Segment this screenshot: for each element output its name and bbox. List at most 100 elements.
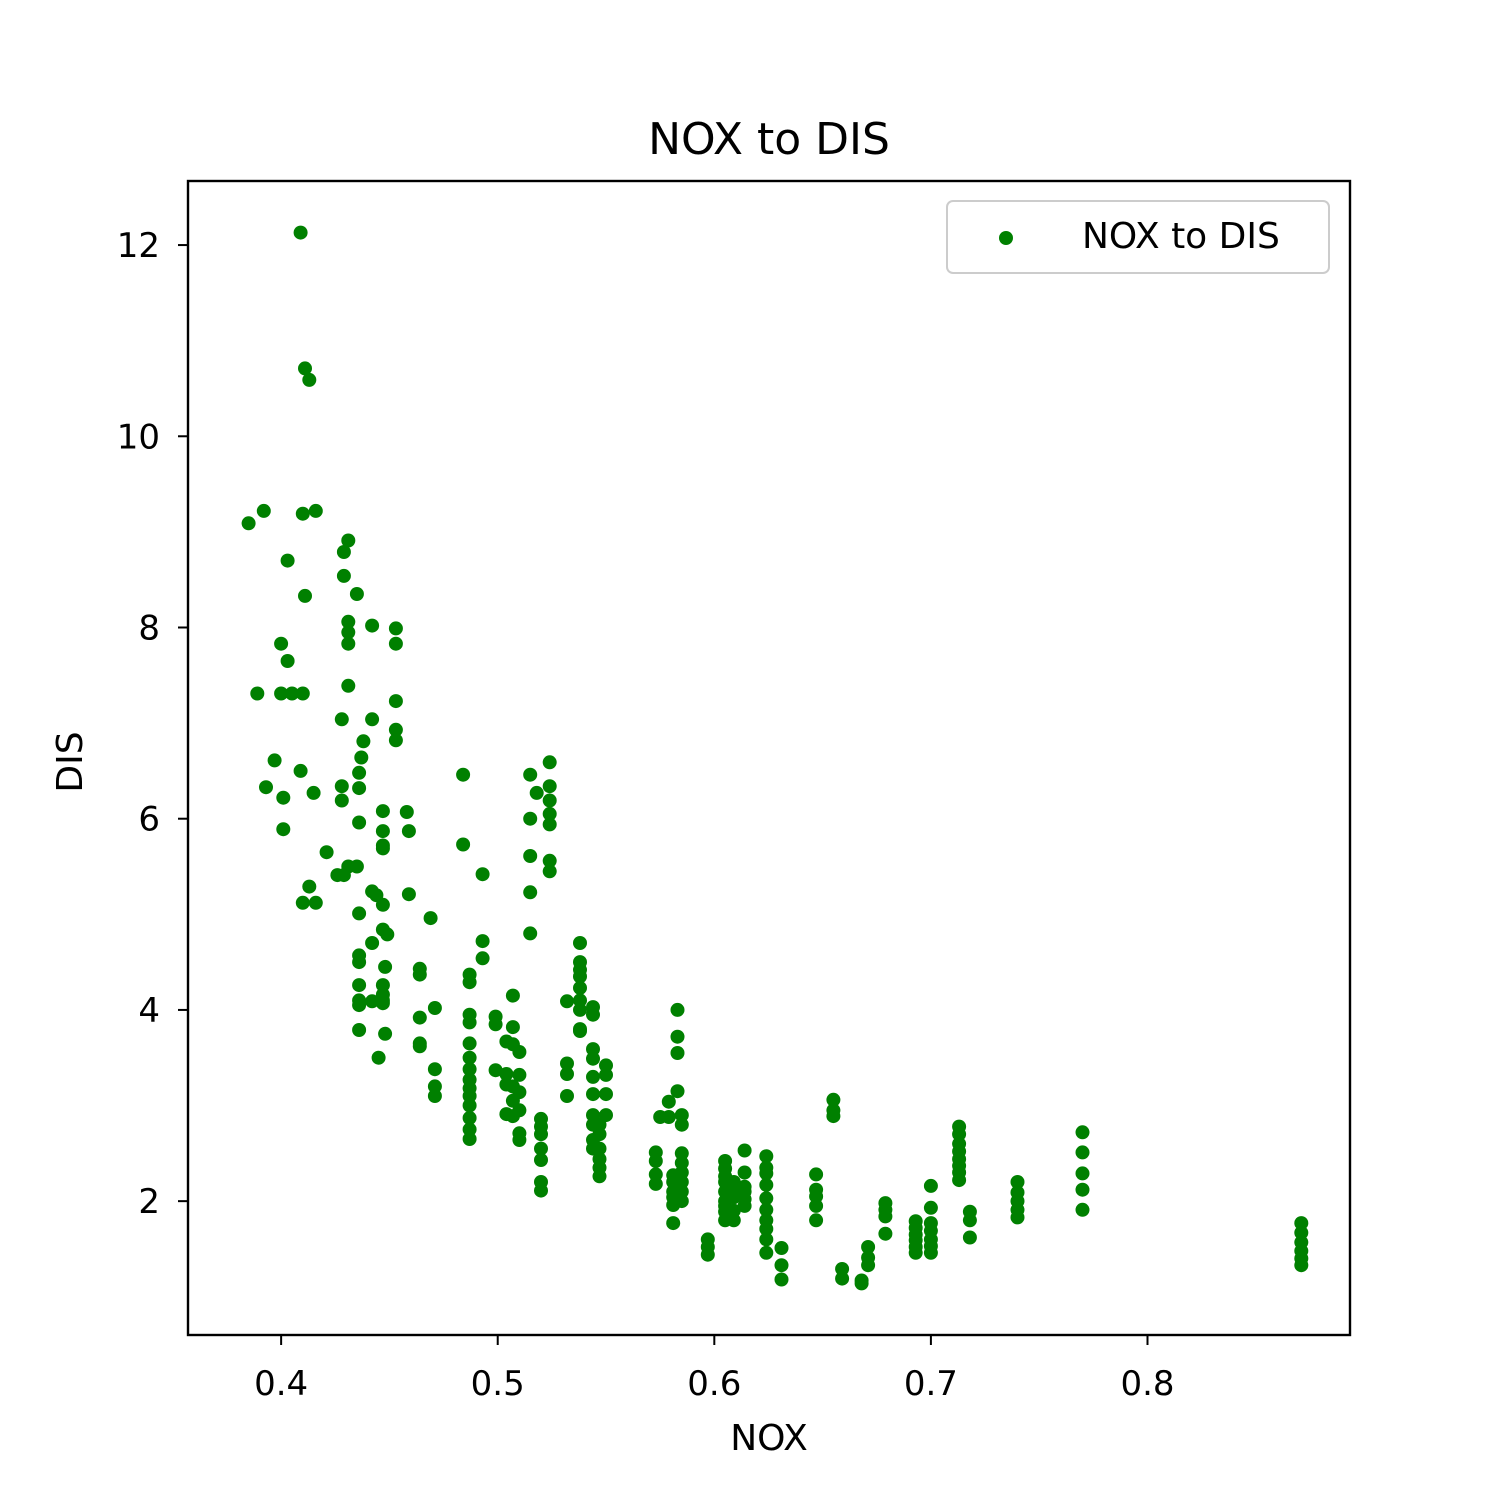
data-point xyxy=(375,897,390,912)
data-point xyxy=(259,780,273,795)
data-point xyxy=(427,1089,442,1103)
data-point xyxy=(241,516,256,531)
data-point xyxy=(456,767,471,782)
data-point xyxy=(573,1002,587,1017)
y-tick-label: 2 xyxy=(138,1182,160,1222)
data-point xyxy=(462,1015,477,1030)
data-point xyxy=(759,1202,774,1217)
y-tick-label: 10 xyxy=(117,417,160,457)
data-point xyxy=(674,1108,689,1123)
x-tick-label: 0.8 xyxy=(1120,1364,1174,1404)
data-point xyxy=(737,1165,752,1180)
data-point xyxy=(423,911,438,926)
data-point xyxy=(499,1067,514,1081)
legend-entry-label: NOX to DIS xyxy=(1082,216,1280,257)
data-point xyxy=(1010,1210,1025,1225)
data-point xyxy=(341,533,356,548)
data-point xyxy=(334,712,349,727)
data-point xyxy=(674,1194,689,1209)
data-point xyxy=(375,841,390,856)
data-point xyxy=(378,959,393,974)
legend-box xyxy=(946,200,1330,274)
data-point xyxy=(560,1056,574,1071)
data-point xyxy=(276,822,291,837)
data-point xyxy=(505,1109,520,1124)
data-point xyxy=(1075,1166,1090,1181)
data-point xyxy=(341,614,356,629)
data-point xyxy=(726,1190,741,1205)
data-point xyxy=(952,1173,967,1188)
data-point xyxy=(542,755,557,770)
data-point xyxy=(759,1166,774,1181)
data-point xyxy=(573,936,587,950)
data-point xyxy=(534,1153,548,1167)
data-point xyxy=(274,636,289,651)
data-point xyxy=(349,587,364,601)
data-point xyxy=(302,372,317,387)
data-point xyxy=(759,1245,774,1260)
data-point xyxy=(586,1042,600,1057)
data-point xyxy=(280,654,295,668)
data-point xyxy=(826,1092,841,1107)
data-point xyxy=(512,1133,527,1147)
data-point xyxy=(462,1050,477,1065)
data-point xyxy=(962,1213,977,1228)
data-point xyxy=(923,1245,938,1260)
data-point xyxy=(267,753,282,768)
y-tick-label: 8 xyxy=(138,608,160,648)
data-point xyxy=(586,1069,600,1084)
data-point xyxy=(1075,1182,1090,1197)
data-point xyxy=(375,804,390,819)
data-point xyxy=(293,225,308,240)
data-point xyxy=(341,625,356,640)
data-point xyxy=(462,975,477,990)
data-point xyxy=(462,1132,477,1146)
data-point xyxy=(586,1007,600,1022)
data-point xyxy=(599,1067,613,1082)
data-point xyxy=(661,1110,676,1124)
data-point xyxy=(336,568,351,583)
data-point xyxy=(365,618,380,633)
data-point xyxy=(1010,1175,1025,1189)
data-point xyxy=(378,1026,393,1041)
data-point xyxy=(352,978,367,993)
data-point xyxy=(809,1213,824,1228)
x-tick-label: 0.7 xyxy=(904,1364,958,1404)
x-axis-ticks: 0.4 0.5 0.6 0.7 0.8 xyxy=(254,1335,1175,1404)
x-axis-label: NOX xyxy=(730,1418,808,1459)
legend-marker xyxy=(999,231,1013,245)
data-point xyxy=(826,1109,841,1124)
y-tick-label: 6 xyxy=(138,800,160,840)
data-point xyxy=(670,1002,685,1017)
data-point xyxy=(674,1175,689,1189)
data-point xyxy=(388,733,403,748)
data-point xyxy=(542,864,557,879)
data-point xyxy=(599,1108,613,1123)
data-point xyxy=(923,1200,938,1215)
data-point xyxy=(401,824,416,839)
data-point xyxy=(488,1063,503,1078)
data-point xyxy=(523,885,538,900)
data-point xyxy=(774,1272,789,1287)
data-point xyxy=(523,849,538,863)
data-point xyxy=(726,1203,741,1218)
data-point xyxy=(352,1023,367,1037)
data-point xyxy=(759,1177,774,1192)
data-point xyxy=(878,1226,893,1241)
data-point xyxy=(298,361,312,376)
data-point xyxy=(670,1029,685,1044)
y-tick-label: 12 xyxy=(117,226,160,266)
data-point xyxy=(285,686,299,701)
data-point xyxy=(475,951,490,966)
data-point xyxy=(534,1183,548,1198)
data-point xyxy=(674,1146,689,1161)
data-point xyxy=(592,1127,607,1142)
x-tick-label: 0.6 xyxy=(687,1364,741,1404)
data-point xyxy=(352,998,367,1013)
data-point xyxy=(352,815,367,830)
data-point xyxy=(365,936,380,950)
data-point xyxy=(700,1247,715,1262)
data-point xyxy=(670,1046,685,1060)
data-point xyxy=(475,867,490,882)
data-point xyxy=(809,1198,824,1213)
